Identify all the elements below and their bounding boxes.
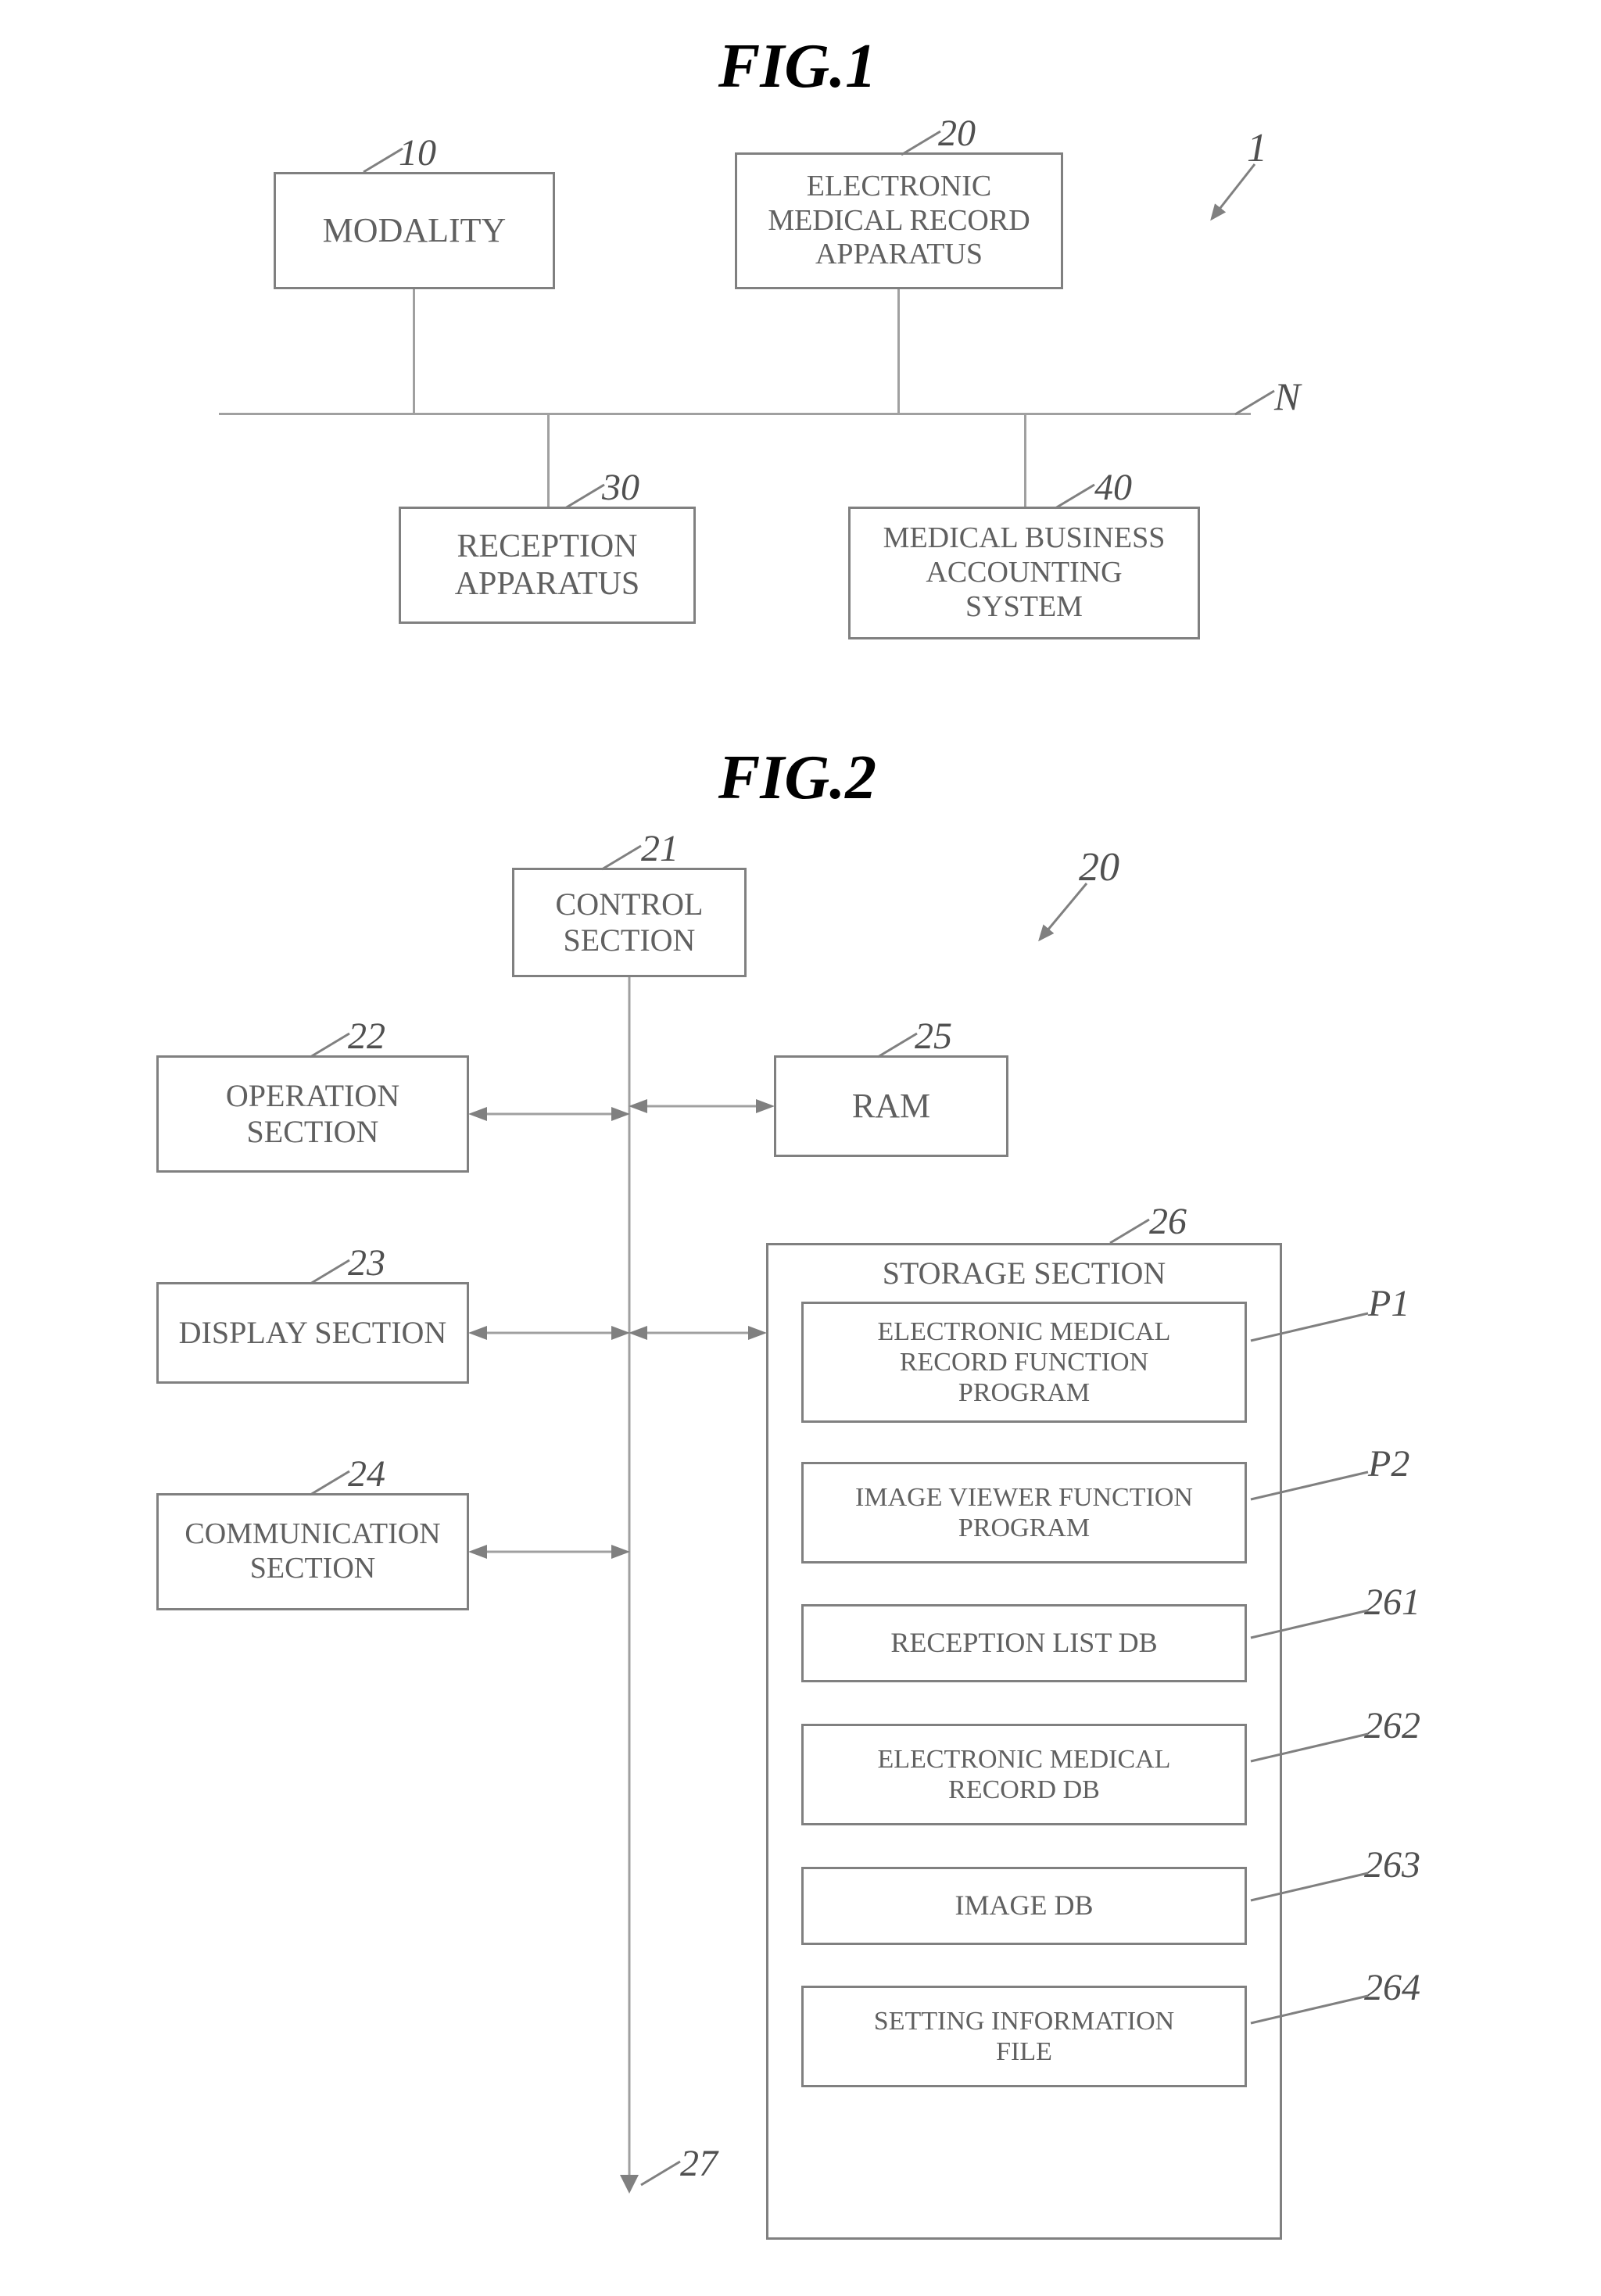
- fig2-receptiondb-ref: 261: [1364, 1581, 1420, 1624]
- fig2-control-box: CONTROL SECTION: [512, 868, 747, 977]
- fig1-stub-modality: [413, 289, 415, 413]
- fig1-stub-accounting: [1024, 413, 1026, 507]
- fig1-stub-reception: [547, 413, 550, 507]
- fig2-comm-box: COMMUNICATION SECTION: [156, 1493, 469, 1610]
- fig2-ram-box: RAM: [774, 1055, 1008, 1157]
- fig2-display-ref: 23: [348, 1241, 385, 1284]
- fig1-stub-emr: [897, 289, 900, 413]
- fig2-system-ref: 20: [1079, 844, 1119, 890]
- fig2-receptiondb-label: RECEPTION LIST DB: [890, 1627, 1157, 1659]
- fig2-operation-ref: 22: [348, 1015, 385, 1058]
- diagram-canvas: FIG.1 1 MODALITY 10 ELECTRONIC MEDICAL R…: [0, 0, 1601, 2296]
- fig2-storage-title: STORAGE SECTION: [766, 1255, 1282, 1291]
- fig2-comm-ref: 24: [348, 1452, 385, 1495]
- fig2-system-arrow: [1032, 883, 1094, 954]
- fig2-p2-label: IMAGE VIEWER FUNCTION PROGRAM: [855, 1482, 1193, 1543]
- fig2-display-label: DISPLAY SECTION: [179, 1315, 447, 1351]
- fig1-modality-ref: 10: [399, 131, 436, 174]
- fig2-emrdb-box: ELECTRONIC MEDICAL RECORD DB: [801, 1724, 1247, 1825]
- fig2-settings-box: SETTING INFORMATION FILE: [801, 1986, 1247, 2087]
- fig2-bus-ref: 27: [680, 2142, 718, 2185]
- fig2-p1-label: ELECTRONIC MEDICAL RECORD FUNCTION PROGR…: [878, 1316, 1171, 1408]
- fig1-emr-box: ELECTRONIC MEDICAL RECORD APPARATUS: [735, 152, 1063, 289]
- fig2-control-label: CONTROL SECTION: [556, 887, 704, 958]
- fig2-imagedb-box: IMAGE DB: [801, 1867, 1247, 1945]
- fig1-reception-box: RECEPTION APPARATUS: [399, 507, 696, 624]
- fig1-reception-ref: 30: [602, 466, 639, 509]
- fig2-ram-label: RAM: [852, 1087, 930, 1127]
- fig2-control-ref: 21: [641, 827, 679, 870]
- fig2-display-box: DISPLAY SECTION: [156, 1282, 469, 1384]
- fig2-settings-label: SETTING INFORMATION FILE: [874, 2006, 1174, 2067]
- fig2-operation-label: OPERATION SECTION: [226, 1078, 399, 1150]
- fig2-conn-ram: [629, 1091, 774, 1122]
- fig1-modality-box: MODALITY: [274, 172, 555, 289]
- fig2-p2-box: IMAGE VIEWER FUNCTION PROGRAM: [801, 1462, 1247, 1564]
- fig2-emrdb-ref: 262: [1364, 1704, 1420, 1747]
- fig2-conn-operation: [469, 1098, 629, 1130]
- fig2-ram-ref: 25: [915, 1015, 952, 1058]
- fig2-settings-ref: 264: [1364, 1966, 1420, 2009]
- fig1-network-leader: [1231, 391, 1278, 422]
- fig2-conn-storage: [629, 1317, 766, 1349]
- fig1-system-arrow: [1204, 164, 1266, 235]
- fig2-comm-label: COMMUNICATION SECTION: [184, 1517, 440, 1585]
- fig2-bus: [610, 977, 649, 2205]
- fig2-conn-display: [469, 1317, 629, 1349]
- fig1-network-line: [219, 413, 1251, 415]
- fig1-emr-label: ELECTRONIC MEDICAL RECORD APPARATUS: [768, 170, 1030, 272]
- fig2-operation-box: OPERATION SECTION: [156, 1055, 469, 1173]
- fig2-storage-ref: 26: [1149, 1200, 1187, 1243]
- fig2-p2-ref: P2: [1368, 1442, 1409, 1485]
- fig2-conn-comm: [469, 1536, 629, 1567]
- fig1-accounting-label: MEDICAL BUSINESS ACCOUNTING SYSTEM: [883, 521, 1166, 624]
- fig1-system-ref: 1: [1247, 125, 1267, 171]
- fig1-reception-label: RECEPTION APPARATUS: [455, 528, 640, 604]
- fig1-accounting-box: MEDICAL BUSINESS ACCOUNTING SYSTEM: [848, 507, 1200, 639]
- fig2-title: FIG.2: [547, 743, 1048, 814]
- fig2-p1-ref: P1: [1368, 1282, 1409, 1325]
- fig2-imagedb-ref: 263: [1364, 1843, 1420, 1886]
- fig1-accounting-ref: 40: [1094, 466, 1132, 509]
- fig1-title: FIG.1: [547, 31, 1048, 102]
- fig2-receptiondb-box: RECEPTION LIST DB: [801, 1604, 1247, 1682]
- fig2-bus-ref-leader: [637, 2162, 684, 2193]
- fig2-imagedb-label: IMAGE DB: [955, 1889, 1094, 1922]
- fig1-network-ref: N: [1274, 374, 1300, 419]
- fig1-modality-label: MODALITY: [323, 211, 507, 251]
- fig2-emrdb-label: ELECTRONIC MEDICAL RECORD DB: [878, 1744, 1171, 1805]
- fig2-p1-box: ELECTRONIC MEDICAL RECORD FUNCTION PROGR…: [801, 1302, 1247, 1423]
- fig1-emr-ref: 20: [938, 112, 976, 155]
